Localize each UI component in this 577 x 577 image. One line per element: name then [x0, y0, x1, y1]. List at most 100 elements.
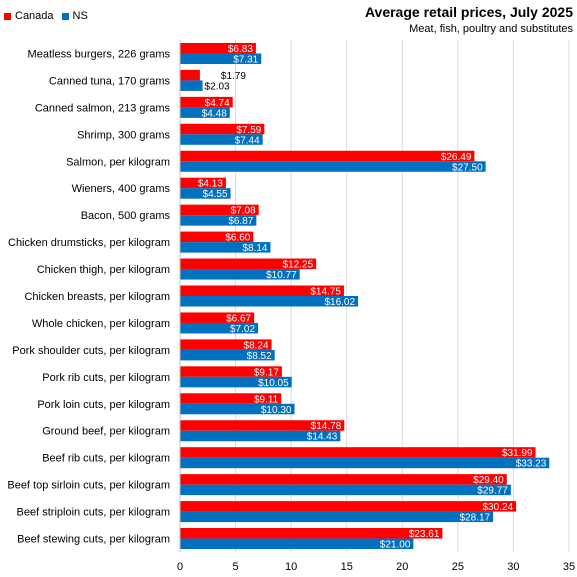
data-label-ns: $4.55	[203, 189, 228, 200]
category-label: Pork rib cuts, per kilogram	[42, 372, 170, 384]
bar-canada	[180, 285, 344, 296]
category-label: Beef rib cuts, per kilogram	[42, 453, 170, 465]
data-label-canada: $6.83	[228, 44, 253, 55]
bar-ns	[180, 430, 341, 442]
bar-canada	[180, 69, 200, 81]
data-label-ns: $16.02	[324, 297, 355, 308]
data-label-ns: $7.02	[230, 324, 255, 335]
category-label: Pork loin cuts, per kilogram	[37, 399, 170, 411]
data-label-canada: $12.25	[283, 260, 314, 271]
category-label: Salmon, per kilogram	[66, 156, 170, 168]
bar-ns	[180, 53, 262, 64]
x-tick-label: 20	[396, 561, 408, 573]
bar-canada	[180, 150, 475, 162]
data-label-ns: $33.23	[516, 459, 547, 470]
category-label: Canned tuna, 170 grams	[49, 75, 171, 87]
bar-ns	[180, 296, 359, 307]
bar-canada	[180, 96, 233, 108]
data-label-ns: $6.87	[228, 216, 253, 227]
legend-item-canada: Canada	[4, 10, 54, 22]
data-label-ns: $27.50	[452, 162, 483, 173]
bar-ns	[180, 161, 486, 172]
category-label: Beef top sirloin cuts, per kilogram	[7, 480, 170, 492]
category-label: Bacon, 500 grams	[81, 210, 171, 222]
bar-canada	[180, 393, 282, 404]
data-label-ns: $14.43	[307, 432, 338, 443]
data-label-canada: $31.99	[502, 448, 533, 459]
data-label-canada: $23.61	[409, 529, 440, 540]
data-label-canada: $29.40	[473, 475, 504, 486]
bar-canada	[180, 501, 517, 512]
bar-ns	[180, 457, 550, 469]
bar-ns	[180, 322, 259, 334]
bar-ns	[180, 242, 271, 253]
category-label: Whole chicken, per kilogram	[32, 318, 170, 330]
bar-ns	[180, 484, 511, 496]
x-tick-label: 5	[233, 561, 239, 573]
data-label-ns: $10.05	[258, 378, 289, 389]
chart-title: Average retail prices, July 2025	[364, 4, 573, 20]
legend: Canada NS	[4, 10, 96, 22]
data-label-canada: $9.17	[254, 367, 279, 378]
data-label-ns: $28.17	[459, 513, 490, 524]
x-tick-label: 15	[341, 561, 353, 573]
category-label: Chicken breasts, per kilogram	[24, 291, 170, 303]
bar-ns	[180, 376, 292, 388]
data-label-ns: $7.31	[233, 54, 258, 65]
legend-label-ns: NS	[72, 10, 88, 22]
bar-canada	[180, 474, 507, 485]
data-label-ns: $10.77	[266, 270, 297, 281]
bar-canada	[180, 366, 282, 377]
data-label-canada: $6.67	[226, 313, 251, 324]
bar-ns	[180, 403, 295, 415]
data-label-canada: $30.24	[483, 502, 514, 513]
data-label-canada: $14.78	[311, 421, 342, 432]
bar-canada	[180, 447, 536, 458]
data-label-canada: $14.75	[310, 287, 341, 298]
category-label: Beef stewing cuts, per kilogram	[17, 534, 170, 546]
data-label-canada: $4.13	[198, 179, 223, 190]
data-label-canada: $7.59	[236, 125, 261, 136]
bar-ns	[180, 511, 494, 523]
data-label-ns: $7.44	[235, 135, 260, 146]
bar-ns	[180, 188, 231, 199]
legend-label-canada: Canada	[15, 10, 54, 22]
legend-item-ns: NS	[61, 10, 88, 22]
x-tick-label: 0	[177, 561, 183, 573]
data-label-ns: $8.52	[247, 351, 272, 362]
data-label-canada: $9.11	[254, 394, 279, 405]
category-label: Chicken drumsticks, per kilogram	[8, 237, 170, 249]
x-tick-label: 10	[285, 561, 297, 573]
bar-ns	[180, 215, 257, 226]
category-label: Chicken thigh, per kilogram	[37, 264, 170, 276]
bar-canada	[180, 123, 265, 135]
category-label: Pork shoulder cuts, per kilogram	[12, 345, 170, 357]
bar-canada	[180, 42, 256, 54]
data-label-ns: $2.03	[205, 81, 230, 92]
bar-canada	[180, 528, 443, 539]
bar-ns	[180, 107, 230, 118]
bar-ns	[180, 134, 263, 145]
data-label-ns: $29.77	[477, 486, 508, 497]
bar-canada	[180, 177, 226, 189]
chart-subtitle: Meat, fish, poultry and substitutes	[409, 23, 573, 35]
data-label-canada: $1.79	[221, 71, 246, 82]
bar-ns	[180, 269, 300, 280]
bar-canada	[180, 339, 272, 350]
legend-swatch-canada	[4, 12, 11, 20]
category-label: Shrimp, 300 grams	[77, 129, 170, 141]
bar-canada	[180, 231, 254, 243]
category-label: Ground beef, per kilogram	[42, 426, 170, 438]
x-tick-label: 35	[563, 561, 575, 573]
category-label: Meatless burgers, 226 grams	[28, 48, 171, 60]
bar-ns	[180, 349, 275, 361]
data-label-canada: $7.08	[231, 206, 256, 217]
category-label: Wieners, 400 grams	[72, 183, 171, 195]
x-tick-label: 25	[452, 561, 464, 573]
bar-ns	[180, 80, 203, 91]
data-label-ns: $21.00	[380, 540, 411, 551]
category-label: Beef striploin cuts, per kilogram	[17, 507, 170, 519]
data-label-canada: $26.49	[441, 152, 472, 163]
x-tick-label: 30	[507, 561, 519, 573]
